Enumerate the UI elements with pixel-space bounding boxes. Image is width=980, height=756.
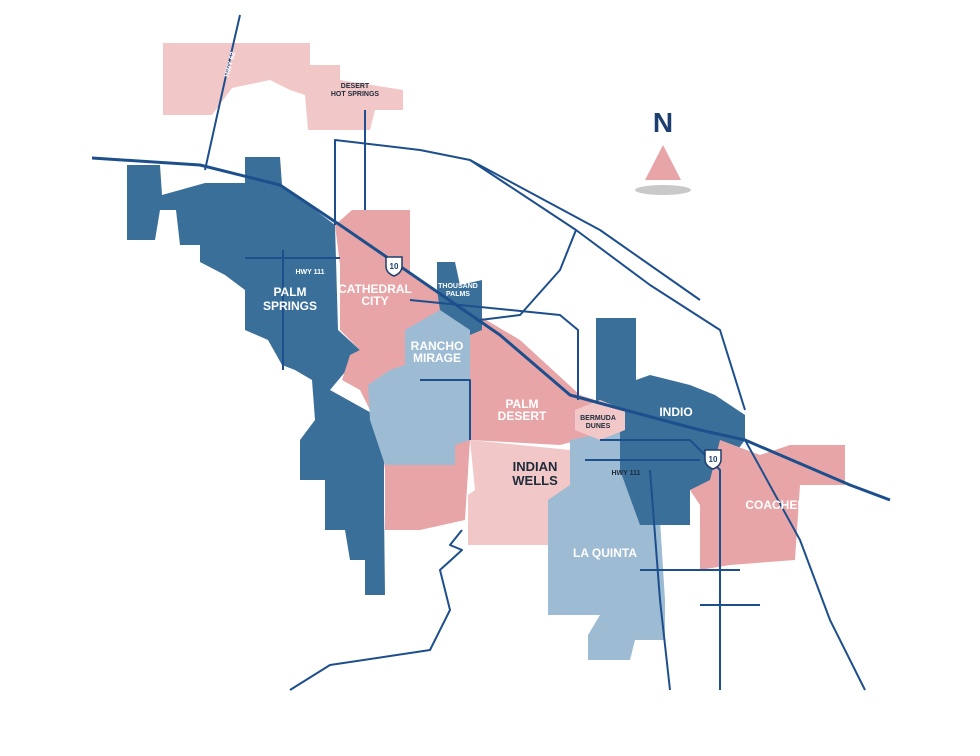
place-label: BERMUDA DUNES (580, 415, 616, 430)
place-label: THOUSAND PALMS (438, 283, 478, 298)
highway-label: HWY 111 (611, 470, 640, 477)
place-label: CATHEDRAL CITY (338, 282, 412, 308)
place-label: COACHELLA (745, 498, 821, 512)
place-label: PALM DESERT (498, 397, 547, 423)
region-bermuda-dunes (575, 400, 625, 440)
region-desert-hot-springs (163, 43, 403, 130)
road (409, 299, 579, 400)
compass-label: N (653, 107, 673, 138)
shield-label: 10 (709, 455, 718, 464)
shield (385, 256, 403, 277)
highway-label: HWY 111 (295, 269, 324, 276)
place-label: DESERT HOT SPRINGS (331, 83, 380, 98)
river (289, 529, 463, 691)
place-label: INDIAN WELLS (512, 459, 558, 488)
road (479, 229, 577, 321)
compass-shadow (635, 185, 691, 195)
place-label: PALM SPRINGS (263, 285, 317, 313)
region-coachella (690, 440, 845, 570)
interstate-10 (91, 156, 891, 502)
road (649, 469, 671, 691)
compass-arrow (645, 145, 681, 180)
road (420, 379, 471, 440)
shield-label: 10 (390, 262, 399, 271)
region-rancho-mirage (368, 310, 470, 465)
shield (704, 449, 722, 470)
place-label: RANCHO MIRAGE (411, 339, 464, 365)
place-label: INDIO (659, 405, 692, 419)
road (469, 159, 701, 301)
road (334, 139, 746, 411)
region-palm-springs (127, 157, 385, 595)
region-la-quinta (548, 430, 665, 660)
road (744, 439, 866, 691)
highway-62 (204, 14, 241, 171)
place-label: LA QUINTA (573, 546, 637, 560)
